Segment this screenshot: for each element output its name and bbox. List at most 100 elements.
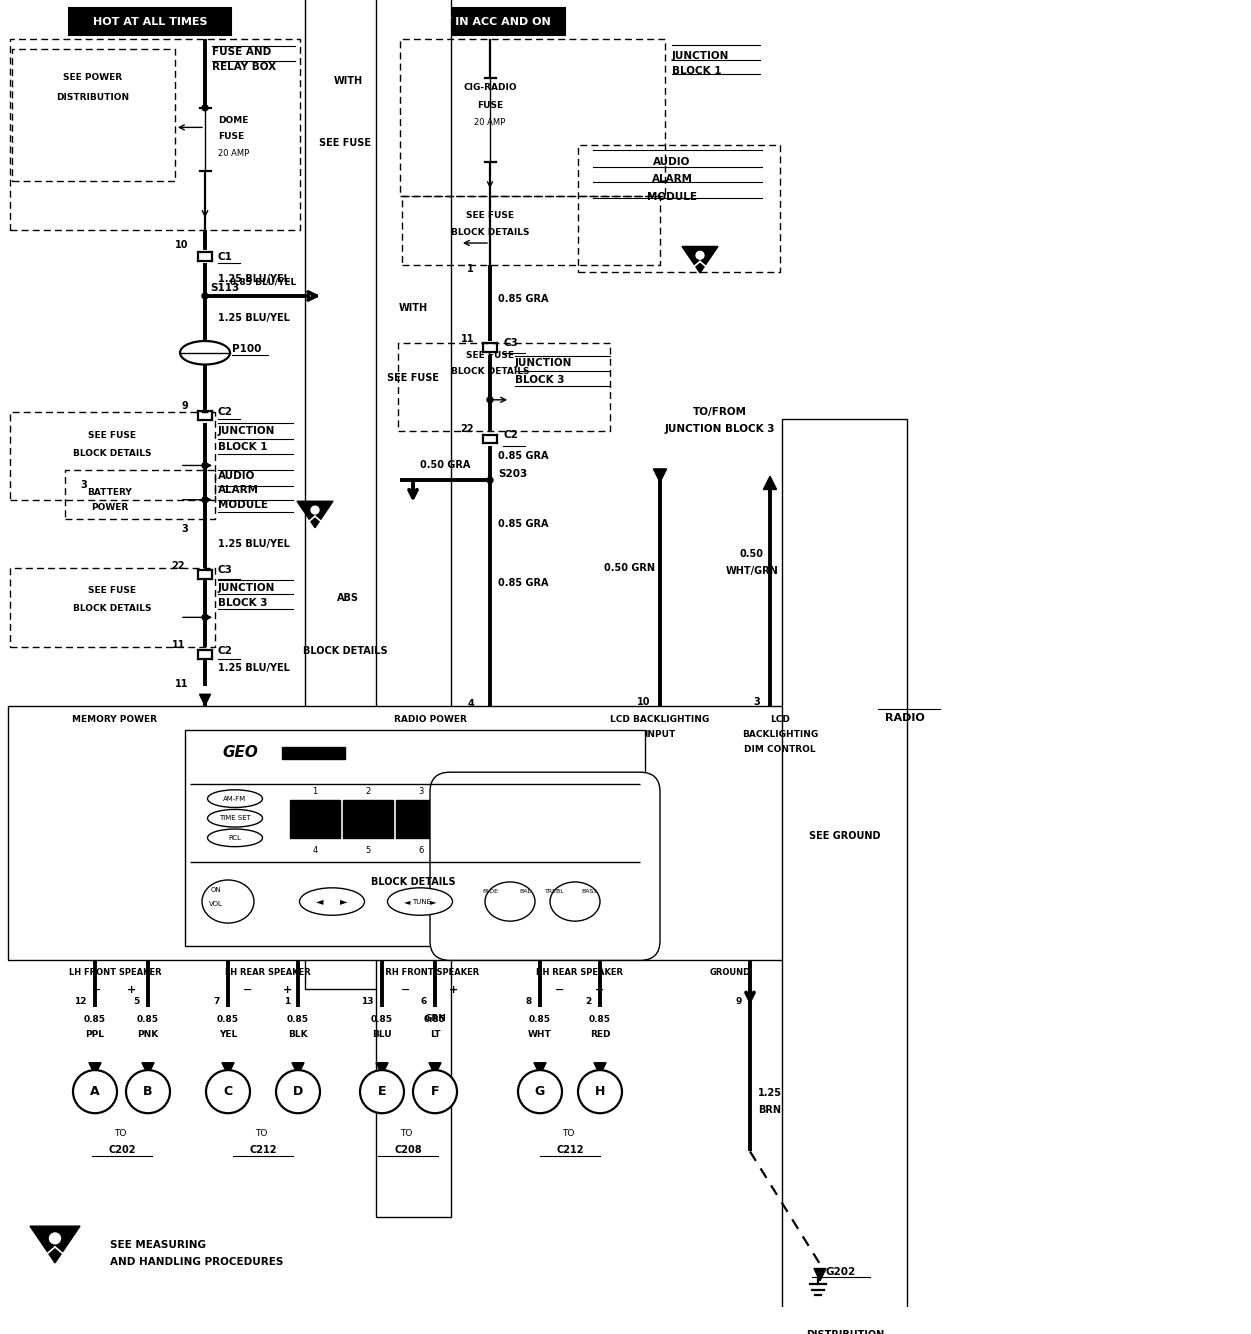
Text: RADIO: RADIO [884, 714, 924, 723]
Bar [343, 799, 393, 838]
Ellipse shape [201, 880, 254, 923]
Circle shape [311, 506, 319, 514]
Text: 2: 2 [365, 787, 370, 796]
Ellipse shape [485, 882, 535, 922]
Text: JUNCTION: JUNCTION [218, 583, 275, 592]
Text: JUNCTION BLOCK 3: JUNCTION BLOCK 3 [664, 424, 776, 434]
Text: C3: C3 [218, 566, 233, 575]
Circle shape [487, 398, 493, 403]
Text: TO/FROM: TO/FROM [693, 407, 747, 416]
Text: 0.85: 0.85 [589, 1015, 610, 1023]
Bar [69, 8, 231, 35]
Text: SEE POWER: SEE POWER [64, 73, 123, 83]
Text: 1: 1 [284, 996, 290, 1006]
Text: BLK: BLK [288, 1030, 308, 1039]
Text: BASS: BASS [582, 890, 598, 894]
Polygon shape [763, 476, 777, 490]
Text: 1: 1 [468, 264, 474, 275]
Text: 0.85 BLU/YEL: 0.85 BLU/YEL [230, 277, 296, 285]
Text: 22: 22 [171, 562, 185, 571]
Text: P100: P100 [231, 344, 261, 354]
Text: TO: TO [114, 1129, 130, 1138]
FancyBboxPatch shape [430, 772, 661, 960]
Text: SEE FUSE: SEE FUSE [467, 211, 514, 220]
Text: 9: 9 [181, 400, 188, 411]
Ellipse shape [299, 888, 364, 915]
Text: FUSE AND: FUSE AND [211, 47, 271, 57]
Text: −: − [555, 984, 564, 995]
Text: SEE FUSE: SEE FUSE [467, 351, 514, 360]
Text: 0.85 GRA: 0.85 GRA [498, 293, 548, 304]
Text: RADIO POWER: RADIO POWER [394, 715, 467, 724]
Polygon shape [594, 1063, 605, 1075]
Text: LT: LT [430, 1030, 440, 1039]
Text: GRN: GRN [424, 1014, 445, 1023]
Bar [397, 799, 447, 838]
Text: H: H [594, 1085, 605, 1098]
Text: ABS: ABS [337, 592, 359, 603]
Bar [305, 0, 385, 988]
Text: 11: 11 [460, 334, 474, 344]
Text: 1.25 BLU/YEL: 1.25 BLU/YEL [218, 275, 290, 284]
Circle shape [276, 1070, 320, 1113]
Text: POWER: POWER [91, 503, 129, 512]
Text: +: + [595, 984, 604, 995]
Text: GEO: GEO [223, 744, 258, 760]
Text: −: − [243, 984, 253, 995]
Text: 2: 2 [585, 996, 592, 1006]
Text: 22: 22 [460, 424, 474, 434]
Text: CIG-RADIO: CIG-RADIO [463, 83, 517, 92]
Text: 6: 6 [418, 846, 424, 855]
Polygon shape [653, 468, 667, 482]
Circle shape [126, 1070, 170, 1113]
Polygon shape [484, 710, 495, 722]
Text: 0.50 GRA: 0.50 GRA [420, 460, 470, 471]
Text: MEMORY POWER: MEMORY POWER [73, 715, 158, 724]
Text: FADE: FADE [482, 890, 498, 894]
Text: 4: 4 [468, 699, 474, 708]
Text: 0.85 GRA: 0.85 GRA [498, 519, 548, 530]
Text: 3: 3 [418, 787, 424, 796]
Text: 6: 6 [420, 996, 427, 1006]
Polygon shape [682, 247, 718, 273]
Bar [412, 8, 564, 35]
Text: BLOCK 3: BLOCK 3 [218, 598, 268, 608]
Text: AUDIO: AUDIO [653, 157, 691, 167]
Text: GROUND: GROUND [709, 968, 751, 978]
Text: RH REAR SPEAKER: RH REAR SPEAKER [537, 968, 623, 978]
Text: G202: G202 [826, 1267, 856, 1277]
Bar [185, 730, 646, 946]
Text: FUSE: FUSE [218, 132, 244, 141]
Polygon shape [141, 1063, 154, 1075]
Polygon shape [377, 1063, 388, 1075]
Text: 5: 5 [134, 996, 140, 1006]
Text: ►: ► [430, 896, 437, 906]
Text: 20 AMP: 20 AMP [474, 117, 505, 127]
Text: 0.85: 0.85 [424, 1015, 447, 1023]
Text: TO: TO [255, 1129, 270, 1138]
Text: 1.25 BLU/YEL: 1.25 BLU/YEL [218, 313, 290, 323]
Text: 10: 10 [637, 696, 651, 707]
Text: 0.85: 0.85 [286, 1015, 309, 1023]
Circle shape [201, 615, 208, 620]
Text: +: + [449, 984, 459, 995]
Text: 0.85: 0.85 [372, 1015, 393, 1023]
Text: JUNCTION: JUNCTION [672, 51, 729, 61]
Text: LH REAR SPEAKER: LH REAR SPEAKER [225, 968, 311, 978]
Polygon shape [199, 694, 210, 706]
Bar [281, 747, 345, 759]
Text: INPUT: INPUT [644, 730, 676, 739]
Text: BLOCK 1: BLOCK 1 [672, 65, 722, 76]
Text: C3: C3 [503, 338, 518, 348]
Text: C1: C1 [218, 252, 233, 261]
Text: PPL: PPL [85, 1030, 105, 1039]
Ellipse shape [550, 882, 600, 922]
Text: 0.85: 0.85 [216, 1015, 239, 1023]
Text: ►: ► [340, 896, 348, 907]
Text: G: G [535, 1085, 545, 1098]
Text: S113: S113 [210, 283, 239, 293]
Text: BATTERY: BATTERY [88, 488, 133, 498]
Text: TO: TO [400, 1129, 415, 1138]
Text: WHT: WHT [528, 1030, 552, 1039]
Text: BRN: BRN [758, 1106, 781, 1115]
